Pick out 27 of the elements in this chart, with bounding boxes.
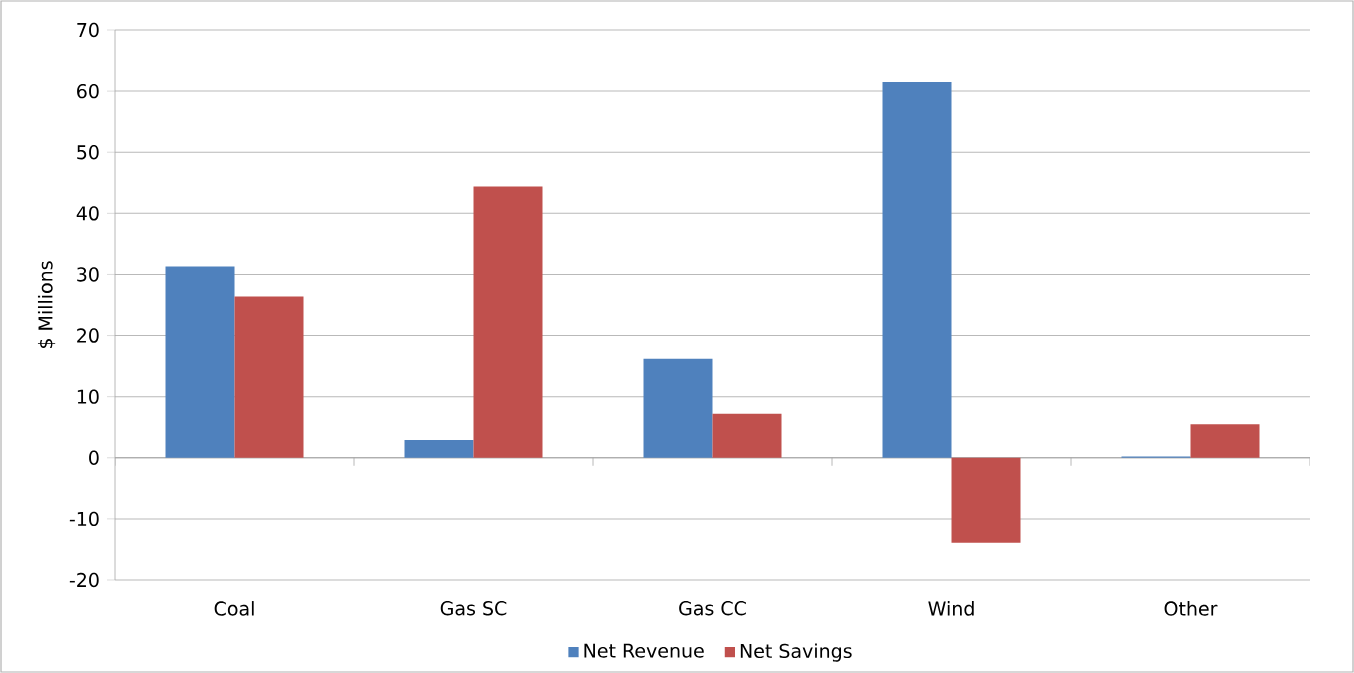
x-tick-label: Other xyxy=(1164,601,1218,616)
bar xyxy=(882,81,952,458)
y-axis-title: $ Millions xyxy=(37,261,56,349)
x-tick-label: Coal xyxy=(214,601,254,616)
bar xyxy=(473,186,543,458)
y-tick-label: -10 xyxy=(69,511,99,527)
y-tick-label: 70 xyxy=(77,22,99,38)
x-tick-label: Gas SC xyxy=(440,601,507,616)
y-tick-label: 50 xyxy=(77,145,99,160)
y-tick-label: -20 xyxy=(69,572,99,588)
y-tick-label: 60 xyxy=(77,83,99,99)
bar xyxy=(1190,424,1260,458)
bar xyxy=(712,413,782,458)
legend-label: Net Savings xyxy=(740,643,852,662)
y-tick-label: 30 xyxy=(77,267,99,282)
x-tick-label: Gas CC xyxy=(679,601,746,616)
bar xyxy=(951,457,1021,543)
y-tick-label: 10 xyxy=(77,389,99,404)
bar xyxy=(404,440,474,458)
x-tick-label: Wind xyxy=(928,601,974,616)
bar xyxy=(234,296,304,458)
legend-label: Net Revenue xyxy=(584,643,704,658)
bar xyxy=(165,266,235,458)
y-tick-label: 20 xyxy=(77,328,99,343)
y-tick-label: 40 xyxy=(76,206,99,221)
bar xyxy=(643,358,713,458)
y-tick-label: 0 xyxy=(89,450,99,465)
